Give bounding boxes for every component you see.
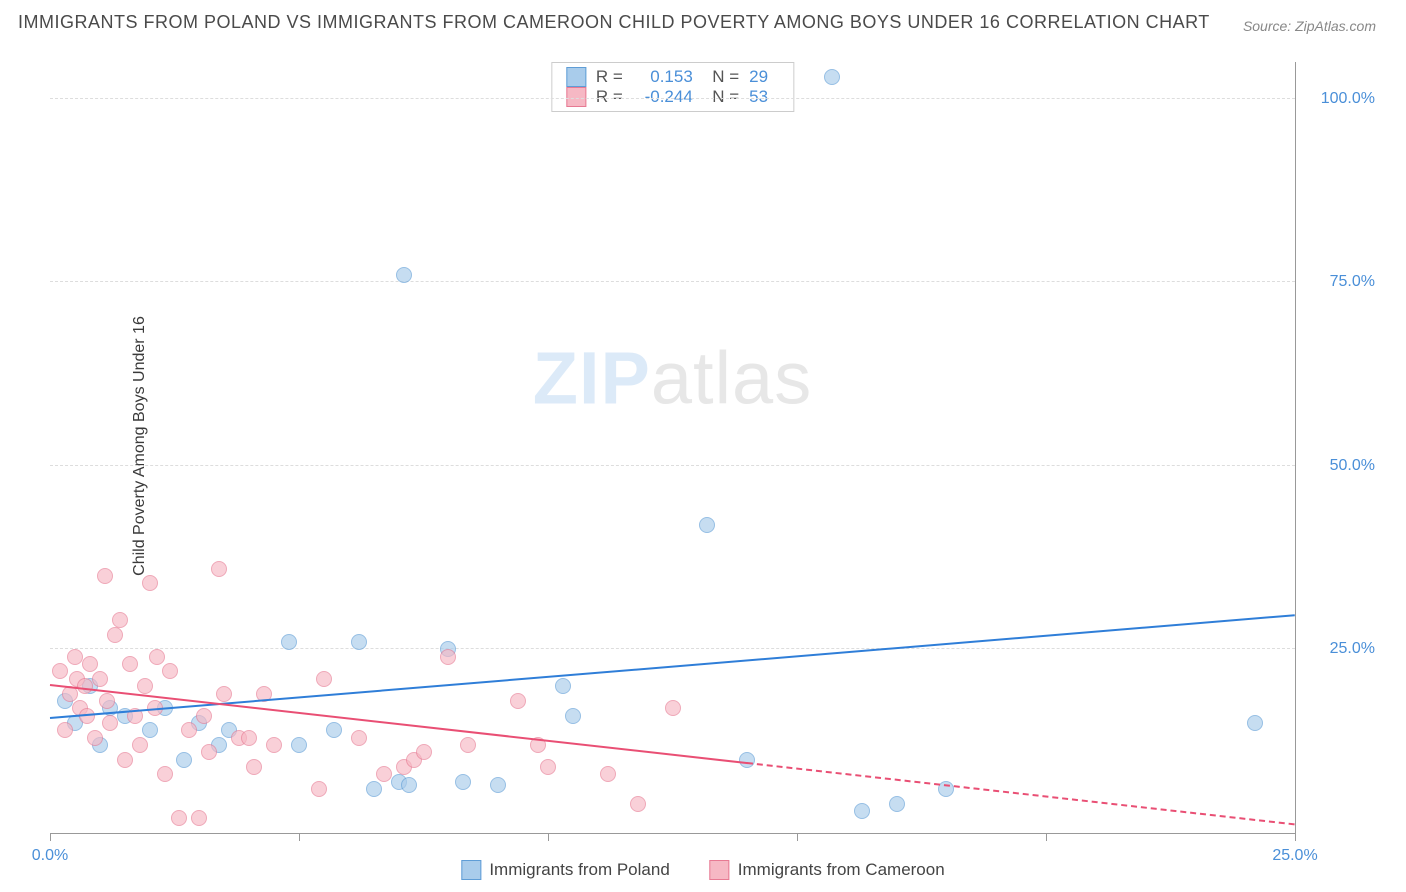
scatter-point: [102, 715, 118, 731]
legend-item-poland: Immigrants from Poland: [461, 860, 669, 880]
scatter-point: [316, 671, 332, 687]
scatter-point: [326, 722, 342, 738]
scatter-point: [600, 766, 616, 782]
legend-label-cameroon: Immigrants from Cameroon: [738, 860, 945, 880]
scatter-plot-area: ZIPatlas R = 0.153 N = 29 R = -0.244 N =…: [50, 62, 1296, 834]
scatter-point: [311, 781, 327, 797]
x-tick: [548, 833, 549, 841]
source-attribution: Source: ZipAtlas.com: [1243, 18, 1376, 34]
x-tick: [299, 833, 300, 841]
scatter-point: [201, 744, 217, 760]
scatter-point: [112, 612, 128, 628]
legend-item-cameroon: Immigrants from Cameroon: [710, 860, 945, 880]
gridline: [50, 648, 1295, 649]
scatter-point: [171, 810, 187, 826]
x-tick-label: 0.0%: [32, 847, 68, 865]
scatter-point: [82, 656, 98, 672]
scatter-point: [565, 708, 581, 724]
x-tick-label: 25.0%: [1272, 847, 1317, 865]
stats-row-poland: R = 0.153 N = 29: [566, 67, 779, 87]
r-label: R =: [596, 67, 623, 87]
scatter-point: [97, 568, 113, 584]
scatter-point: [149, 649, 165, 665]
scatter-point: [455, 774, 471, 790]
bottom-legend: Immigrants from Poland Immigrants from C…: [461, 860, 944, 880]
x-tick: [797, 833, 798, 841]
legend-label-poland: Immigrants from Poland: [489, 860, 669, 880]
scatter-point: [440, 649, 456, 665]
scatter-point: [540, 759, 556, 775]
scatter-point: [77, 678, 93, 694]
scatter-point: [52, 663, 68, 679]
scatter-point: [162, 663, 178, 679]
scatter-point: [211, 561, 227, 577]
scatter-point: [117, 752, 133, 768]
scatter-point: [142, 722, 158, 738]
watermark: ZIPatlas: [533, 336, 812, 421]
scatter-point: [67, 649, 83, 665]
scatter-point: [92, 671, 108, 687]
scatter-point: [191, 810, 207, 826]
watermark-atlas: atlas: [651, 337, 812, 420]
scatter-point: [122, 656, 138, 672]
scatter-point: [555, 678, 571, 694]
x-tick: [1295, 833, 1296, 841]
scatter-point: [416, 744, 432, 760]
swatch-poland: [566, 67, 586, 87]
n-value-poland: 29: [749, 67, 779, 87]
scatter-point: [266, 737, 282, 753]
scatter-point: [281, 634, 297, 650]
gridline: [50, 281, 1295, 282]
scatter-point: [460, 737, 476, 753]
scatter-point: [142, 575, 158, 591]
scatter-point: [99, 693, 115, 709]
scatter-point: [376, 766, 392, 782]
scatter-point: [739, 752, 755, 768]
scatter-point: [665, 700, 681, 716]
scatter-point: [216, 686, 232, 702]
legend-swatch-poland: [461, 860, 481, 880]
y-tick-label: 100.0%: [1305, 90, 1375, 108]
scatter-point: [132, 737, 148, 753]
scatter-point: [241, 730, 257, 746]
scatter-point: [57, 722, 73, 738]
trend-line: [747, 762, 1295, 825]
scatter-point: [351, 634, 367, 650]
scatter-point: [824, 69, 840, 85]
correlation-stats-box: R = 0.153 N = 29 R = -0.244 N = 53: [551, 62, 794, 112]
scatter-point: [1247, 715, 1263, 731]
gridline: [50, 98, 1295, 99]
scatter-point: [137, 678, 153, 694]
scatter-point: [176, 752, 192, 768]
scatter-point: [181, 722, 197, 738]
scatter-point: [630, 796, 646, 812]
r-value-poland: 0.153: [633, 67, 693, 87]
y-tick-label: 50.0%: [1305, 457, 1375, 475]
scatter-point: [889, 796, 905, 812]
n-label: N =: [703, 67, 739, 87]
scatter-point: [366, 781, 382, 797]
scatter-point: [854, 803, 870, 819]
scatter-point: [396, 267, 412, 283]
scatter-point: [157, 766, 173, 782]
scatter-point: [490, 777, 506, 793]
scatter-point: [196, 708, 212, 724]
scatter-point: [510, 693, 526, 709]
scatter-point: [87, 730, 103, 746]
x-tick: [50, 833, 51, 841]
scatter-point: [351, 730, 367, 746]
y-tick-label: 75.0%: [1305, 273, 1375, 291]
chart-title: IMMIGRANTS FROM POLAND VS IMMIGRANTS FRO…: [18, 12, 1210, 33]
scatter-point: [246, 759, 262, 775]
scatter-point: [107, 627, 123, 643]
scatter-point: [401, 777, 417, 793]
scatter-point: [699, 517, 715, 533]
scatter-point: [291, 737, 307, 753]
gridline: [50, 465, 1295, 466]
legend-swatch-cameroon: [710, 860, 730, 880]
watermark-zip: ZIP: [533, 337, 651, 420]
x-tick: [1046, 833, 1047, 841]
y-tick-label: 25.0%: [1305, 640, 1375, 658]
